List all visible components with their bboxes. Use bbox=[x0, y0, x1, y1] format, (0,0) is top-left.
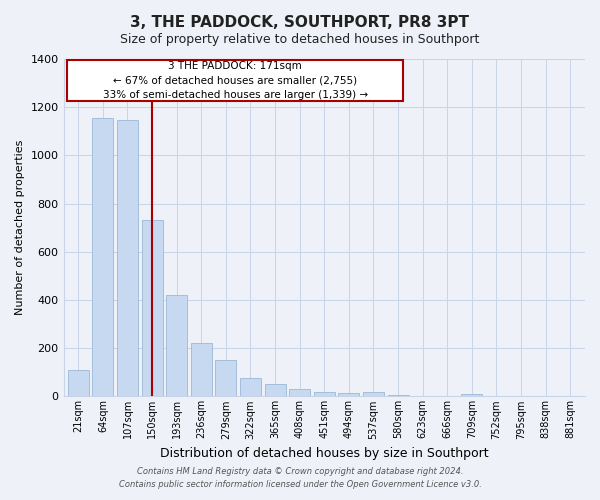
Bar bbox=[68, 370, 89, 396]
Bar bbox=[265, 384, 286, 396]
Text: Contains HM Land Registry data © Crown copyright and database right 2024.
Contai: Contains HM Land Registry data © Crown c… bbox=[119, 468, 481, 489]
Bar bbox=[289, 388, 310, 396]
Y-axis label: Number of detached properties: Number of detached properties bbox=[15, 140, 25, 316]
Bar bbox=[388, 395, 409, 396]
Text: 3, THE PADDOCK, SOUTHPORT, PR8 3PT: 3, THE PADDOCK, SOUTHPORT, PR8 3PT bbox=[131, 15, 470, 30]
Bar bbox=[92, 118, 113, 396]
Bar bbox=[166, 295, 187, 396]
Bar bbox=[142, 220, 163, 396]
Bar bbox=[338, 393, 359, 396]
Bar bbox=[314, 392, 335, 396]
Bar bbox=[117, 120, 138, 396]
Text: 3 THE PADDOCK: 171sqm
← 67% of detached houses are smaller (2,755)
33% of semi-d: 3 THE PADDOCK: 171sqm ← 67% of detached … bbox=[103, 61, 368, 100]
X-axis label: Distribution of detached houses by size in Southport: Distribution of detached houses by size … bbox=[160, 447, 488, 460]
Bar bbox=[240, 378, 261, 396]
Text: Size of property relative to detached houses in Southport: Size of property relative to detached ho… bbox=[121, 32, 479, 46]
Bar bbox=[215, 360, 236, 397]
FancyBboxPatch shape bbox=[67, 60, 403, 101]
Bar bbox=[363, 392, 384, 396]
Bar bbox=[461, 394, 482, 396]
Bar bbox=[191, 344, 212, 396]
